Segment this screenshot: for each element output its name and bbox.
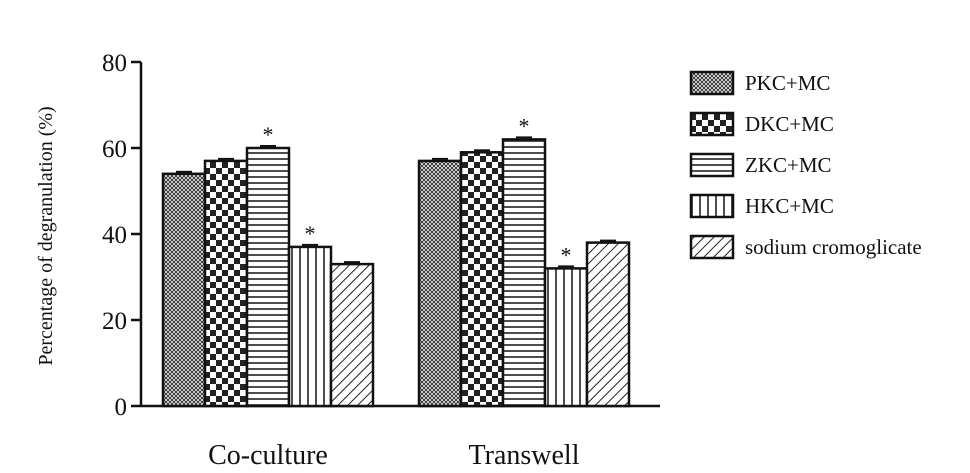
y-tick-label: 0 [115, 394, 128, 421]
significance-asterisk: * [305, 221, 316, 246]
bar-hkc-mc-transwell [543, 267, 589, 408]
bar-pkc-mc-co-culture [161, 172, 207, 408]
bar-zkc-mc-co-culture [245, 146, 291, 408]
legend-label: PKC+MC [745, 71, 830, 95]
legend-swatch [689, 111, 735, 137]
bar-hkc-mc-co-culture [287, 245, 333, 408]
bar-sodium-cromoglicate-transwell [585, 241, 631, 408]
bar-zkc-mc-transwell [501, 138, 547, 408]
legend-swatch [689, 70, 735, 96]
bar-dkc-mc-transwell [459, 151, 505, 408]
significance-markers: * * * * [263, 113, 572, 267]
x-category-label: Transwell [469, 440, 580, 471]
legend-swatch [689, 152, 735, 178]
legend-label: DKC+MC [745, 112, 834, 136]
y-tick-label: 60 [102, 136, 127, 163]
legend-label: ZKC+MC [745, 153, 832, 177]
bar-sodium-cromoglicate-co-culture [329, 262, 375, 408]
y-ticks: 0 20 40 60 80 [102, 50, 141, 421]
legend-label: sodium cromoglicate [745, 235, 922, 259]
bar-dkc-mc-co-culture [203, 159, 249, 408]
bar-pkc-mc-transwell [417, 159, 463, 408]
y-axis-title: Percentage of degranulation (%) [35, 106, 57, 365]
x-category-label: Co-culture [208, 440, 328, 471]
bars [161, 136, 631, 408]
legend: PKC+MC DKC+MC ZKC+MC HKC+MC sodium cromoglic… [689, 70, 922, 260]
y-tick-label: 20 [102, 308, 127, 335]
legend-swatch [689, 234, 735, 260]
legend-swatch [689, 193, 735, 219]
significance-asterisk: * [519, 113, 530, 138]
significance-asterisk: * [263, 122, 274, 147]
y-tick-label: 80 [102, 50, 127, 77]
y-tick-label: 40 [102, 222, 127, 249]
category-labels: Co-culture Transwell [208, 440, 580, 471]
significance-asterisk: * [561, 242, 572, 267]
legend-label: HKC+MC [745, 194, 834, 218]
